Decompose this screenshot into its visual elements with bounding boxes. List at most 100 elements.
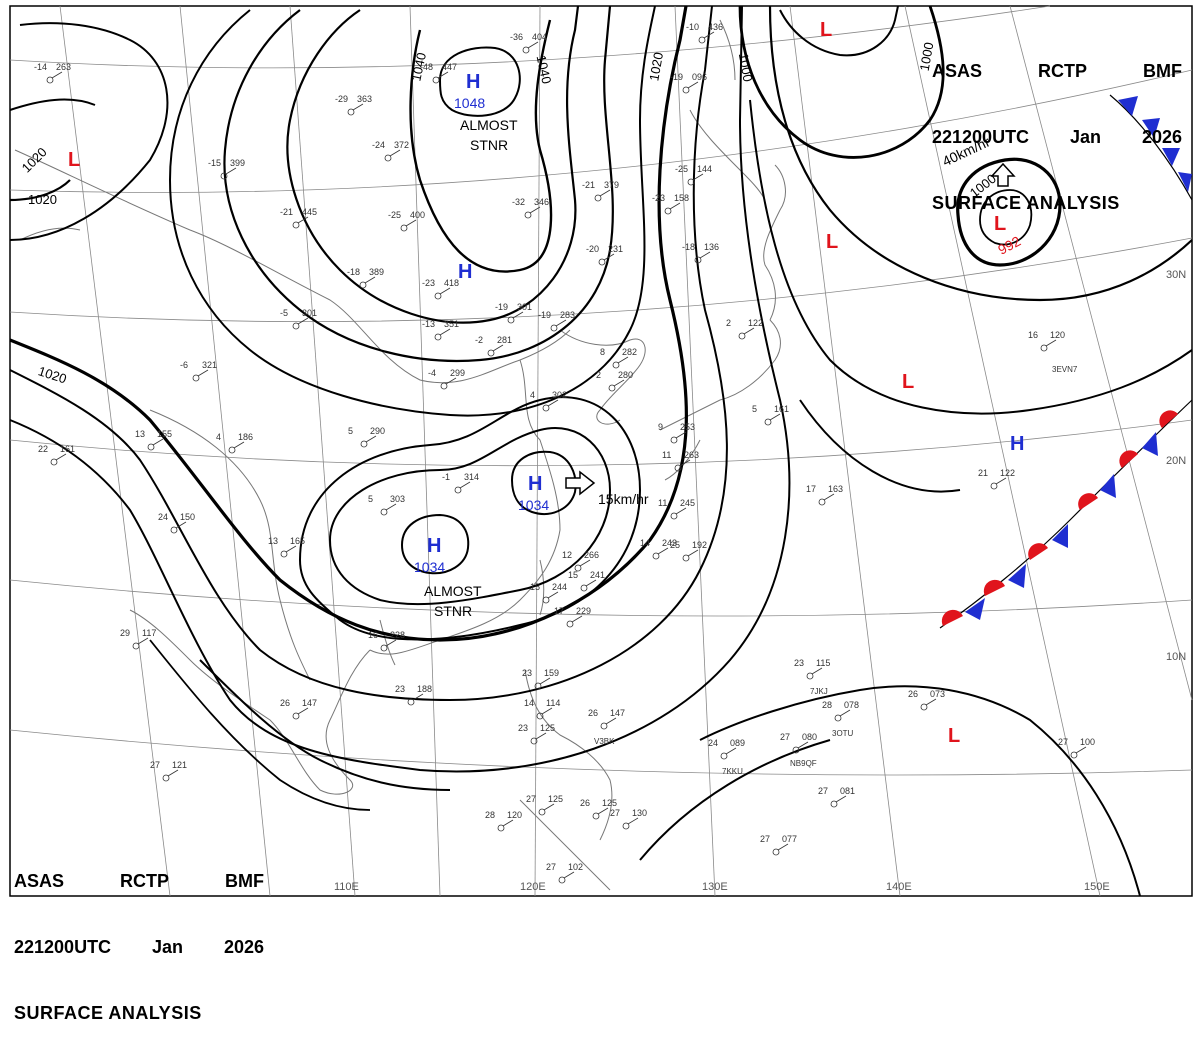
station-temperature: 25 [670, 540, 680, 550]
wind-barb-icon [725, 747, 737, 755]
wind-barb-icon [512, 311, 524, 319]
grid-labels: 30N 20N 10N 110E 120E 130E 140E 150E [334, 269, 1186, 893]
station-circle-icon [834, 714, 842, 722]
wind-barb-icon [175, 521, 187, 529]
station-pressure: 186 [238, 432, 253, 442]
station-pressure: 165 [290, 536, 305, 546]
wind-barb-icon [563, 871, 575, 879]
station-plot: 24 089 [708, 738, 745, 760]
station-pressure: 400 [410, 210, 425, 220]
station-circle-icon [772, 848, 780, 856]
station-pressure: 078 [844, 700, 859, 710]
station-plot: 16 228 [368, 630, 405, 652]
station-temperature: 12 [562, 550, 572, 560]
station-temperature: -1 [442, 472, 450, 482]
station-temperature: 27 [610, 808, 620, 818]
wind-barb-icon [599, 189, 611, 197]
station-pressure: 125 [548, 794, 563, 804]
station-plot: -29 363 [335, 94, 372, 116]
station-pressure: 299 [450, 368, 465, 378]
station-pressure: 445 [302, 207, 317, 217]
station-plot: 26 147 [280, 698, 317, 720]
station-pressure: 321 [202, 360, 217, 370]
graticule [9, 5, 1193, 897]
station-plot: 23 188 [395, 684, 432, 706]
station-plot: 13 165 [268, 536, 305, 558]
isobar-label-1020-top: 1020 [646, 51, 666, 82]
station-pressure: 282 [622, 347, 637, 357]
station-circle-icon [738, 332, 746, 340]
station-circle-icon [440, 382, 448, 390]
station-temperature: 23 [794, 658, 804, 668]
station-temperature: 24 [158, 512, 168, 522]
wind-barb-icon [352, 103, 364, 111]
station-plot: -18 389 [347, 267, 384, 289]
station-circle-icon [652, 552, 660, 560]
station-plot: 8 282 [600, 347, 637, 369]
station-circle-icon [682, 86, 690, 94]
header-office: BMF [1142, 61, 1182, 81]
station-pressure: 280 [618, 370, 633, 380]
station-pressure: 115 [816, 658, 830, 668]
station-pressure: 447 [442, 62, 457, 72]
station-plot: 4 186 [216, 432, 253, 454]
station-plot: -10 436 [686, 22, 723, 44]
station-temperature: -48 [420, 62, 433, 72]
station-plot: 17 163 [806, 484, 843, 506]
ship-id-3evn7: 3EVN7 [1052, 365, 1078, 374]
station-pressure: 229 [576, 606, 591, 616]
station-circle-icon [434, 333, 442, 341]
header-station: RCTP [120, 871, 169, 891]
header-station: RCTP [1038, 61, 1087, 81]
station-plot: 14 114 [524, 698, 560, 720]
station-circle-icon [360, 440, 368, 448]
station-circle-icon [384, 154, 392, 162]
station-pressure: 077 [782, 834, 797, 844]
station-plot: 2 280 [596, 370, 633, 392]
station-circle-icon [192, 374, 200, 382]
station-temperature: 5 [368, 494, 373, 504]
station-temperature: 13 [135, 429, 145, 439]
high-center-china-value: 1034 [518, 497, 549, 513]
wind-barb-icon [687, 549, 699, 557]
high-center-siberia: H [466, 71, 480, 93]
wind-barb-icon [603, 253, 615, 261]
station-pressure: 159 [544, 668, 559, 678]
station-circle-icon [1040, 344, 1048, 352]
station-pressure: 363 [357, 94, 372, 104]
map-frame [9, 5, 1193, 897]
station-circle-icon [380, 644, 388, 652]
wind-barb-icon [777, 843, 789, 851]
station-temperature: 5 [752, 404, 757, 414]
station-pressure: 245 [680, 498, 695, 508]
station-circle-icon [280, 550, 288, 558]
station-temperature: 28 [822, 700, 832, 710]
low-center-east: L [826, 231, 838, 253]
wind-barb-icon [233, 441, 245, 449]
wind-barb-icon [1045, 339, 1057, 347]
almost-stnr-2-line1: ALMOST [424, 583, 482, 599]
station-temperature: 4 [530, 390, 535, 400]
station-temperature: 13 [268, 536, 278, 546]
wind-barb-icon [197, 369, 209, 377]
station-temperature: 17 [806, 484, 816, 494]
station-temperature: 27 [760, 834, 770, 844]
wind-barb-icon [1075, 746, 1087, 754]
station-circle-icon [600, 722, 608, 730]
station-temperature: 9 [658, 422, 663, 432]
station-pressure: 150 [180, 512, 195, 522]
wind-barb-icon [385, 639, 397, 647]
wind-barb-icon [51, 71, 63, 79]
wind-barb-icon [297, 707, 309, 715]
station-pressure: 243 [662, 538, 677, 548]
wind-barb-icon [579, 559, 591, 567]
station-plot: 24 150 [158, 512, 195, 534]
station-pressure: 290 [370, 426, 385, 436]
station-circle-icon [830, 800, 838, 808]
station-temperature: -25 [388, 210, 401, 220]
station-plot: -23 158 [652, 193, 689, 215]
station-pressure: 122 [1000, 468, 1015, 478]
lon-label-150e: 150E [1084, 881, 1110, 893]
station-plot: 16 120 [1028, 330, 1065, 352]
wind-barb-icon [613, 379, 625, 387]
